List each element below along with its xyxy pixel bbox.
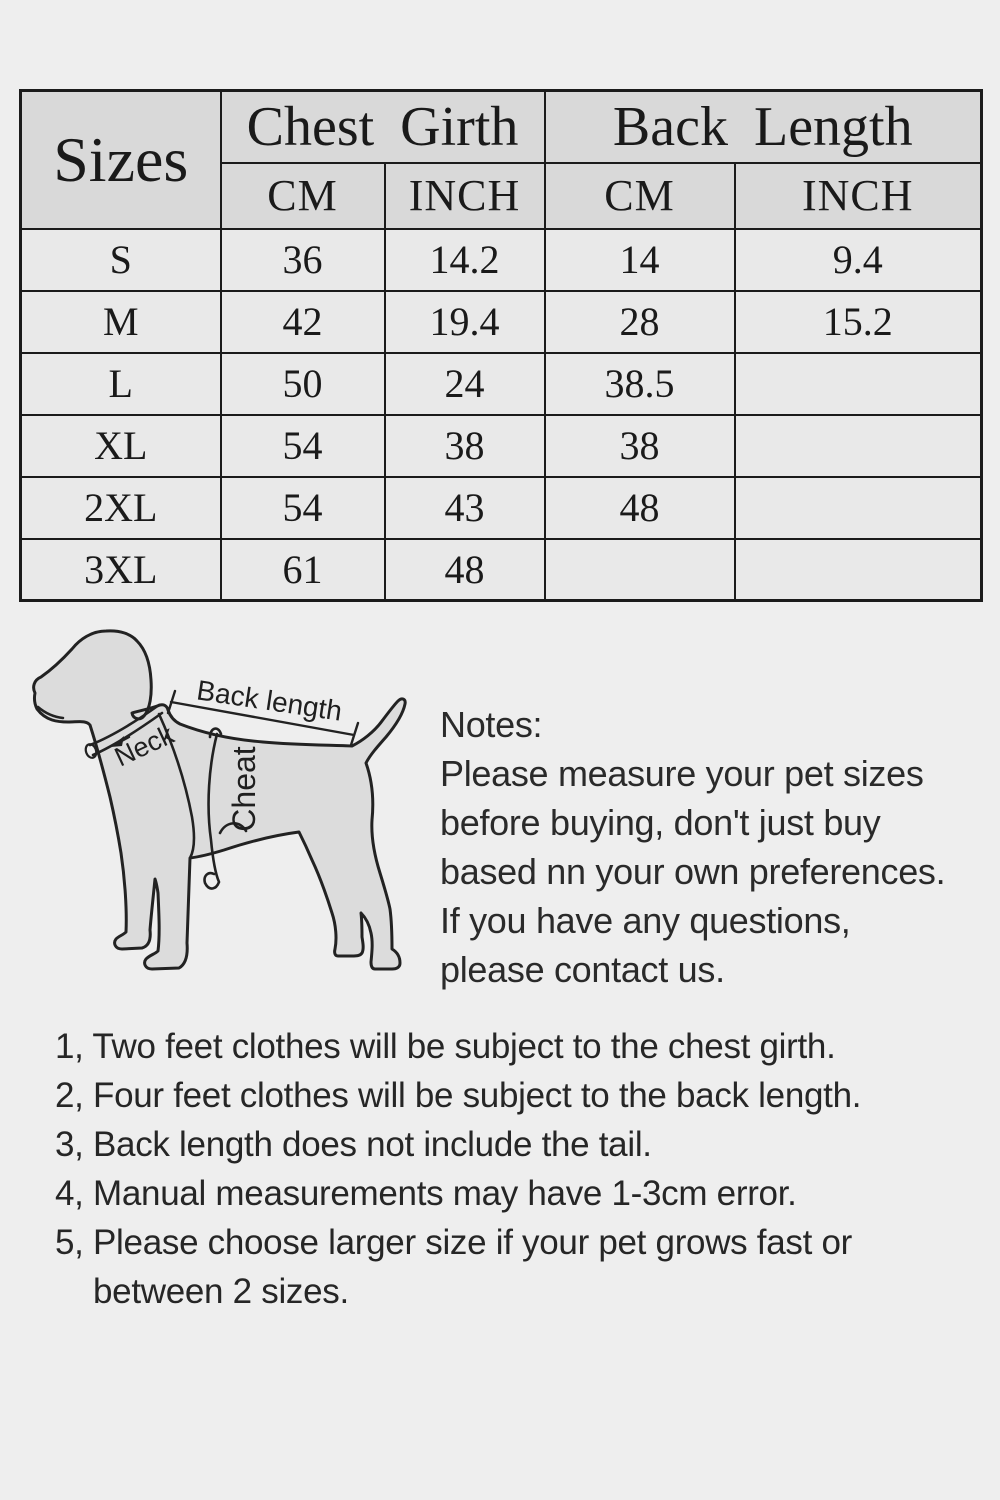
harness-lines bbox=[157, 712, 248, 890]
table-row-3xl: 3XL 61 48 bbox=[19, 537, 983, 602]
cell-back-inch bbox=[733, 475, 983, 540]
neck-arrow-head bbox=[111, 736, 124, 747]
table-row-m: M 42 19.4 28 15.2 bbox=[19, 289, 983, 354]
chest-label: Cheat bbox=[226, 746, 262, 832]
size-table: Sizes Chest Girth Back Length CM INCH CM… bbox=[19, 89, 984, 602]
table-header-row-units: CM INCH CM INCH bbox=[21, 161, 983, 230]
collar-lines bbox=[88, 703, 164, 757]
table-header-row-groups: Sizes Chest Girth Back Length bbox=[19, 89, 983, 230]
back-length-measure-line bbox=[166, 689, 360, 747]
instructions-list: 1, Two feet clothes will be subject to t… bbox=[55, 1022, 975, 1316]
instruction-item-5: 5, Please choose larger size if your pet… bbox=[55, 1223, 852, 1311]
cell-back-cm bbox=[543, 537, 736, 602]
instruction-item-1: 1, Two feet clothes will be subject to t… bbox=[55, 1027, 836, 1066]
cell-back-cm: 14 bbox=[543, 227, 736, 292]
cell-size: L bbox=[19, 351, 222, 416]
cell-back-cm: 38 bbox=[543, 413, 736, 478]
notes-line: If you have any questions, bbox=[440, 900, 851, 941]
cell-chest-inch: 38 bbox=[383, 413, 546, 478]
table-row-2xl: 2XL 54 43 48 bbox=[19, 475, 983, 540]
cell-chest-cm: 54 bbox=[219, 475, 386, 540]
cell-back-inch bbox=[733, 351, 983, 416]
table-row-s: S 36 14.2 14 9.4 bbox=[19, 227, 983, 292]
corner-header-sizes: Sizes bbox=[19, 89, 222, 230]
unit-header-chest-cm: CM bbox=[219, 161, 386, 230]
cell-size: 2XL bbox=[19, 475, 222, 540]
cell-back-cm: 48 bbox=[543, 475, 736, 540]
cell-back-cm: 28 bbox=[543, 289, 736, 354]
notes-block: Notes: Please measure your pet sizes bef… bbox=[440, 700, 985, 994]
instruction-item-3: 3, Back length does not include the tail… bbox=[55, 1125, 652, 1164]
cell-chest-cm: 50 bbox=[219, 351, 386, 416]
cell-size: XL bbox=[19, 413, 222, 478]
cell-size: M bbox=[19, 289, 222, 354]
table-row-xl: XL 54 38 38 bbox=[19, 413, 983, 478]
cell-chest-inch: 24 bbox=[383, 351, 546, 416]
cell-chest-cm: 54 bbox=[219, 413, 386, 478]
notes-line: based nn your own preferences. bbox=[440, 851, 946, 892]
dog-mouth-line bbox=[36, 705, 65, 720]
cell-chest-inch: 19.4 bbox=[383, 289, 546, 354]
notes-line: before buying, don't just buy bbox=[440, 802, 881, 843]
cell-chest-inch: 14.2 bbox=[383, 227, 546, 292]
unit-header-back-inch: INCH bbox=[733, 161, 983, 230]
cell-back-cm: 38.5 bbox=[543, 351, 736, 416]
cell-size: 3XL bbox=[19, 537, 222, 602]
instruction-item-2: 2, Four feet clothes will be subject to … bbox=[55, 1076, 862, 1115]
cell-chest-cm: 36 bbox=[219, 227, 386, 292]
unit-header-chest-inch: INCH bbox=[383, 161, 546, 230]
unit-header-back-cm: CM bbox=[543, 161, 736, 230]
table-row-l: L 50 24 38.5 bbox=[19, 351, 983, 416]
dog-measurement-diagram: Back length Neck Cheat bbox=[28, 625, 418, 995]
cell-size: S bbox=[19, 227, 222, 292]
collar-ring bbox=[84, 743, 98, 759]
notes-line: Please measure your pet sizes bbox=[440, 753, 924, 794]
cell-chest-inch: 48 bbox=[383, 537, 546, 602]
cell-back-inch: 15.2 bbox=[733, 289, 983, 354]
dog-silhouette bbox=[32, 629, 407, 971]
notes-title: Notes: bbox=[440, 704, 543, 745]
cell-back-inch bbox=[733, 413, 983, 478]
instruction-item-4: 4, Manual measurements may have 1-3cm er… bbox=[55, 1174, 797, 1213]
dog-figure-svg: Back length Neck Cheat bbox=[32, 629, 407, 971]
cell-chest-cm: 42 bbox=[219, 289, 386, 354]
cell-chest-inch: 43 bbox=[383, 475, 546, 540]
notes-line: please contact us. bbox=[440, 949, 725, 990]
cell-chest-cm: 61 bbox=[219, 537, 386, 602]
cell-back-inch bbox=[733, 537, 983, 602]
cell-back-inch: 9.4 bbox=[733, 227, 983, 292]
group-header-chest-girth: Chest Girth bbox=[219, 89, 546, 164]
group-header-back-length: Back Length bbox=[543, 89, 983, 164]
